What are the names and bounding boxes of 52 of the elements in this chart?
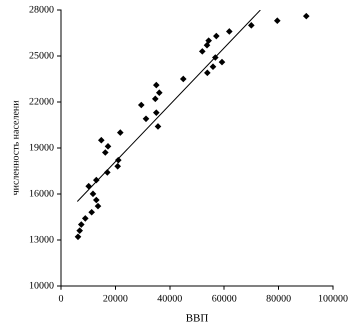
y-tick-label: 13000 [29,234,54,246]
point [274,18,280,24]
point [180,76,186,82]
point [104,143,112,150]
point [212,54,218,61]
point [94,203,102,210]
point [213,32,220,40]
y-tick-label: 16000 [29,188,54,200]
point [206,38,212,44]
point [78,221,84,228]
point [248,22,254,28]
y-tick-label: 19000 [29,142,54,154]
point [88,209,95,216]
point [303,13,310,20]
point [138,102,144,108]
x-tick-label: 60000 [212,293,237,304]
y-tick-label: 25000 [29,50,54,62]
point [93,176,100,184]
point [210,64,216,70]
y-tick-label: 10000 [29,280,54,292]
point [156,90,162,96]
point [142,116,150,122]
x-axis-title: ВВП [186,312,208,324]
point [86,183,92,190]
y-tick-label: 22000 [29,96,54,108]
point [153,110,160,116]
point [204,70,210,76]
y-tick-label: 28000 [29,4,54,16]
point [90,190,96,197]
point [93,196,100,204]
point [115,157,122,164]
point [76,228,83,234]
point [199,48,206,54]
point [117,129,124,136]
point [104,169,110,176]
y-axis-title: численность населени [10,100,22,196]
point [204,42,210,48]
x-tick-label: 80000 [266,293,292,304]
point [82,215,88,222]
point [98,137,104,144]
x-tick-label: 0 [58,293,64,304]
point [153,82,160,88]
x-tick-label: 100000 [318,293,348,304]
point [114,163,121,170]
x-tick-label: 40000 [157,293,182,304]
point [154,123,162,130]
point [226,28,232,35]
point [218,58,226,66]
x-tick-label: 20000 [102,293,128,304]
point [152,96,158,102]
point [102,149,108,156]
point [74,234,82,240]
